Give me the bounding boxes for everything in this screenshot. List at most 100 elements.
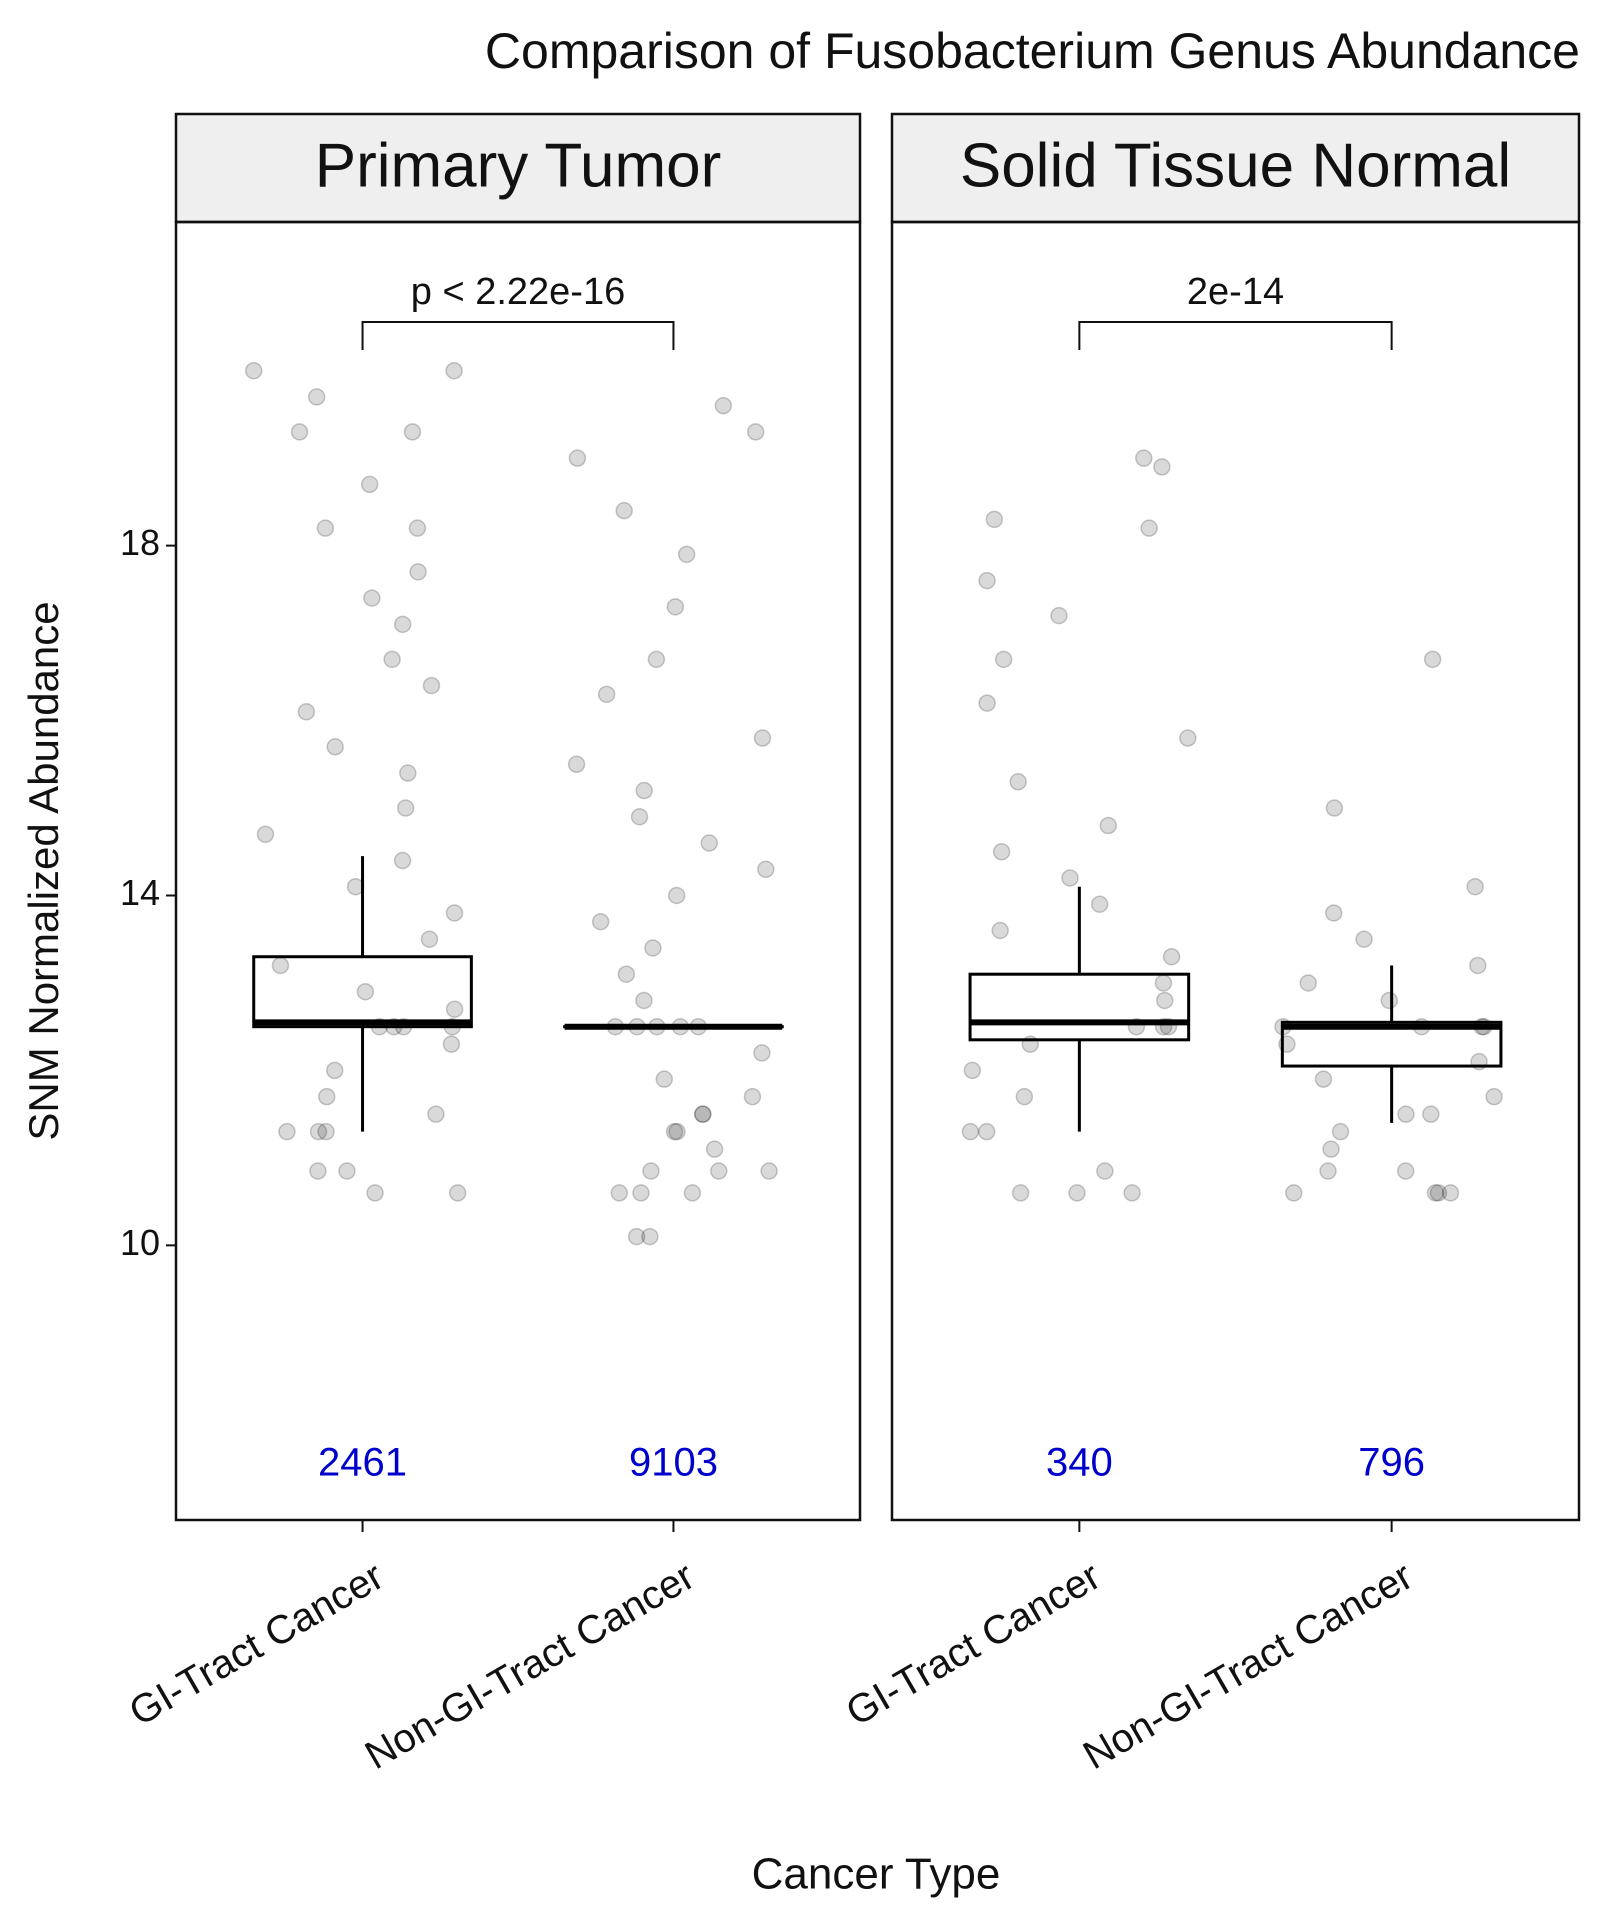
data-point bbox=[1124, 1185, 1140, 1201]
data-point bbox=[395, 616, 411, 632]
data-point bbox=[409, 520, 425, 536]
data-point bbox=[611, 1185, 627, 1201]
data-point bbox=[450, 1185, 466, 1201]
data-point bbox=[1356, 931, 1372, 947]
data-point bbox=[1423, 1106, 1439, 1122]
data-point bbox=[1467, 879, 1483, 895]
p-value-label: p < 2.22e-16 bbox=[411, 271, 625, 313]
data-point bbox=[695, 1106, 711, 1122]
data-point bbox=[410, 564, 426, 580]
y-tick-label: 18 bbox=[120, 522, 160, 563]
data-point bbox=[754, 1045, 770, 1061]
data-point bbox=[754, 730, 770, 746]
y-tick-label: 14 bbox=[120, 872, 160, 913]
data-point bbox=[311, 1124, 327, 1140]
data-point bbox=[327, 739, 343, 755]
data-point bbox=[317, 520, 333, 536]
data-point bbox=[986, 511, 1002, 527]
data-point bbox=[1157, 992, 1173, 1008]
p-bracket bbox=[363, 322, 674, 350]
data-point bbox=[761, 1163, 777, 1179]
y-tick-label: 10 bbox=[120, 1222, 160, 1263]
data-point bbox=[309, 389, 325, 405]
data-point bbox=[1398, 1106, 1414, 1122]
data-point bbox=[643, 1163, 659, 1179]
data-point bbox=[992, 922, 1008, 938]
data-point bbox=[1381, 992, 1397, 1008]
x-tick-label: Non-GI-Tract Cancer bbox=[1076, 1554, 1420, 1778]
data-point bbox=[1315, 1071, 1331, 1087]
data-point bbox=[1326, 800, 1342, 816]
data-point bbox=[1051, 608, 1067, 624]
data-point bbox=[1470, 957, 1486, 973]
data-point bbox=[599, 686, 615, 702]
data-point bbox=[707, 1141, 723, 1157]
panel-border bbox=[892, 222, 1579, 1520]
data-point bbox=[292, 424, 308, 440]
data-point bbox=[669, 887, 685, 903]
data-point bbox=[645, 940, 661, 956]
data-point bbox=[1154, 459, 1170, 475]
data-point bbox=[618, 966, 634, 982]
data-point bbox=[748, 424, 764, 440]
p-value-label: 2e-14 bbox=[1187, 271, 1284, 313]
data-point bbox=[616, 503, 632, 519]
data-point bbox=[446, 905, 462, 921]
count-label: 340 bbox=[1046, 1441, 1113, 1485]
x-tick-label: GI-Tract Cancer bbox=[839, 1554, 1108, 1735]
x-tick-label: GI-Tract Cancer bbox=[122, 1554, 391, 1735]
data-point bbox=[1010, 774, 1026, 790]
data-point bbox=[327, 1062, 343, 1078]
data-point bbox=[1164, 949, 1180, 965]
data-point bbox=[367, 1185, 383, 1201]
data-point bbox=[395, 853, 411, 869]
count-label: 2461 bbox=[318, 1441, 407, 1485]
data-point bbox=[398, 800, 414, 816]
data-point bbox=[357, 984, 373, 1000]
x-axis-title: Cancer Type bbox=[752, 1850, 1001, 1899]
x-tick-label: Non-GI-Tract Cancer bbox=[358, 1554, 702, 1778]
data-point bbox=[679, 546, 695, 562]
data-point bbox=[1300, 975, 1316, 991]
data-point bbox=[1425, 651, 1441, 667]
data-point bbox=[569, 756, 585, 772]
data-point bbox=[1092, 896, 1108, 912]
data-point bbox=[428, 1106, 444, 1122]
data-point bbox=[1069, 1185, 1085, 1201]
data-point bbox=[979, 695, 995, 711]
data-point bbox=[384, 651, 400, 667]
count-label: 796 bbox=[1358, 1441, 1425, 1485]
data-point bbox=[684, 1185, 700, 1201]
data-point bbox=[423, 678, 439, 694]
data-point bbox=[446, 363, 462, 379]
data-point bbox=[404, 424, 420, 440]
data-point bbox=[633, 1185, 649, 1201]
strip-label: Solid Tissue Normal bbox=[960, 131, 1511, 200]
data-point bbox=[964, 1062, 980, 1078]
data-point bbox=[257, 826, 273, 842]
data-point bbox=[667, 1124, 683, 1140]
data-point bbox=[421, 931, 437, 947]
data-point bbox=[400, 765, 416, 781]
data-point bbox=[298, 704, 314, 720]
data-point bbox=[339, 1163, 355, 1179]
data-point bbox=[362, 476, 378, 492]
strip-label: Primary Tumor bbox=[315, 131, 721, 200]
count-label: 9103 bbox=[629, 1441, 718, 1485]
data-point bbox=[758, 861, 774, 877]
data-point bbox=[962, 1124, 978, 1140]
data-point bbox=[1398, 1163, 1414, 1179]
data-point bbox=[569, 450, 585, 466]
data-point bbox=[1097, 1163, 1113, 1179]
data-point bbox=[715, 398, 731, 414]
y-axis-title: SNM Normalized Abundance bbox=[20, 601, 67, 1140]
chart-title: Comparison of Fusobacterium Genus Abunda… bbox=[485, 23, 1580, 79]
data-point bbox=[1100, 818, 1116, 834]
data-point bbox=[701, 835, 717, 851]
data-point bbox=[636, 783, 652, 799]
data-point bbox=[636, 992, 652, 1008]
data-point bbox=[1062, 870, 1078, 886]
data-point bbox=[642, 1229, 658, 1245]
data-point bbox=[443, 1036, 459, 1052]
